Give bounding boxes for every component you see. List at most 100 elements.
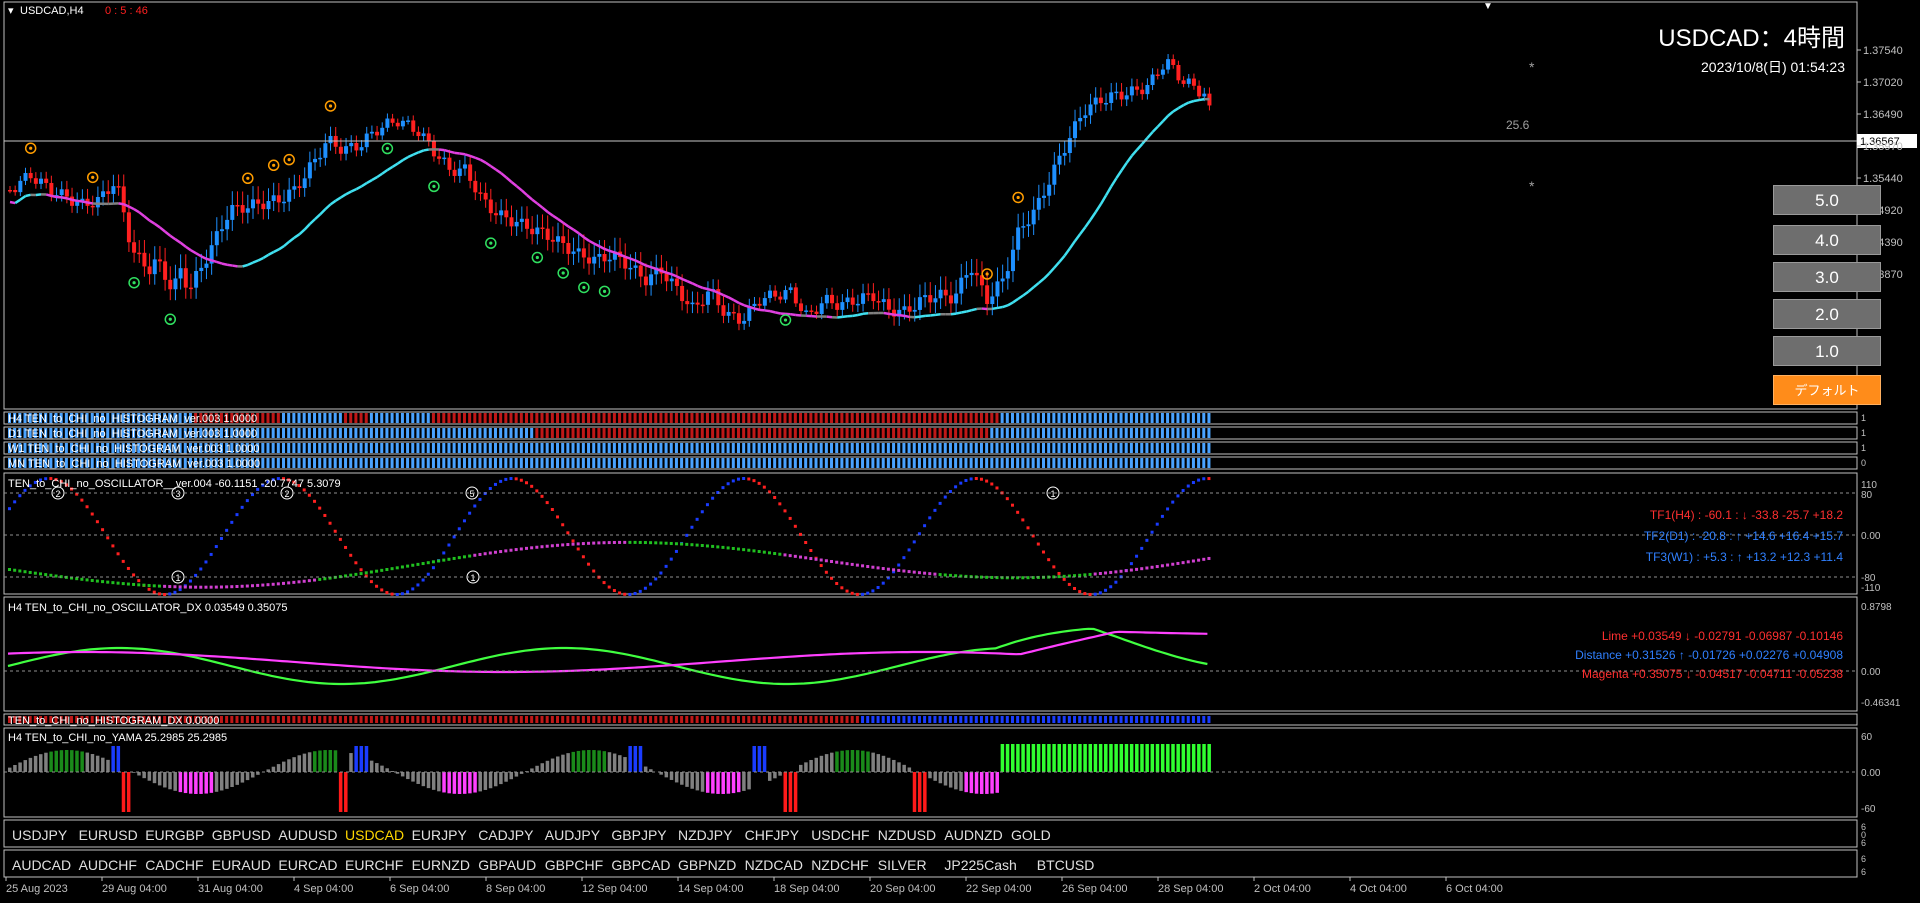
level-1-button[interactable]: 1.0 <box>1773 336 1881 366</box>
histogram-bar <box>644 458 647 468</box>
symbol-link-eurjpy[interactable]: EURJPY <box>412 827 468 843</box>
symbol-link-eurgbp[interactable]: EURGBP <box>145 827 204 843</box>
oscillator-dot <box>846 590 849 593</box>
oscillator-dot <box>520 479 523 482</box>
level-4-button[interactable]: 4.0 <box>1773 225 1881 255</box>
oscillator-dot <box>933 573 936 576</box>
yama-bar <box>29 758 33 772</box>
symbol-link-usdjpy[interactable]: USDJPY <box>12 827 68 843</box>
histogram-bar <box>458 413 461 423</box>
symbol-link-nzdcad[interactable]: NZDCAD <box>745 857 803 873</box>
histogram-dx-bar <box>1197 716 1200 723</box>
oscillator-dot <box>137 583 140 586</box>
symbol-link-audusd[interactable]: AUDUSD <box>278 827 337 843</box>
symbol-link-audjpy[interactable]: AUDJPY <box>545 827 601 843</box>
symbol-link-audnzd[interactable]: AUDNZD <box>944 827 1002 843</box>
histogram-bar <box>1099 443 1102 453</box>
histogram-dx-bar <box>406 716 409 723</box>
histogram-dx-bar <box>530 716 533 723</box>
oscillator-dot <box>344 546 347 549</box>
oscillator-dot <box>551 508 554 511</box>
symbol-link-usdcad[interactable]: USDCAD <box>345 827 404 843</box>
oscillator-dot <box>484 552 487 555</box>
symbol-link-chfjpy[interactable]: CHFJPY <box>745 827 800 843</box>
histogram-bar <box>339 413 342 423</box>
symbol-link-usdchf[interactable]: USDCHF <box>811 827 869 843</box>
level-3-button[interactable]: 3.0 <box>1773 262 1881 292</box>
symbol-link-nzdusd[interactable]: NZDUSD <box>878 827 936 843</box>
symbol-link-gbpchf[interactable]: GBPCHF <box>545 857 603 873</box>
symbol-link-audcad[interactable]: AUDCAD <box>12 857 71 873</box>
candle-body <box>556 236 560 241</box>
histogram-dx-bar <box>908 716 911 723</box>
yama-bar <box>189 772 193 794</box>
ma-segment <box>393 164 398 167</box>
symbol-link-gbpusd[interactable]: GBPUSD <box>212 827 271 843</box>
symbol-link-audchf[interactable]: AUDCHF <box>79 857 137 873</box>
histogram-bar <box>1006 443 1009 453</box>
candle-body <box>970 273 974 275</box>
histogram-bar <box>1192 428 1195 438</box>
candle-body <box>1114 92 1118 94</box>
symbol-link-gold[interactable]: GOLD <box>1011 827 1051 843</box>
yama-bar <box>1001 744 1005 772</box>
candle-body <box>1026 224 1030 226</box>
histogram-bar <box>763 458 766 468</box>
sym2-axis-a: 6 <box>1861 854 1866 864</box>
ma-segment <box>372 177 377 180</box>
symbol-link-btcusd[interactable]: BTCUSD <box>1037 857 1095 873</box>
yama-bar <box>835 752 839 772</box>
symbol-link-gbpaud[interactable]: GBPAUD <box>478 857 536 873</box>
histogram-bar <box>954 428 957 438</box>
symbol-link-cadchf[interactable]: CADCHF <box>145 857 203 873</box>
symbol-link-eurchf[interactable]: EURCHF <box>345 857 403 873</box>
symbol-link-gbpnzd[interactable]: GBPNZD <box>678 857 736 873</box>
oscillator-dot <box>329 522 332 525</box>
histogram-bar <box>318 443 321 453</box>
symbol-link-nzdchf[interactable]: NZDCHF <box>811 857 869 873</box>
histogram-bar <box>354 458 357 468</box>
yama-bar <box>282 762 286 772</box>
symbol-link-nzdjpy[interactable]: NZDJPY <box>678 827 733 843</box>
symbol-link-eurusd[interactable]: EURUSD <box>79 827 138 843</box>
moving-average-layer <box>10 99 1209 317</box>
symbol-link-euraud[interactable]: EURAUD <box>212 857 271 873</box>
symbol-link-jp225cash[interactable]: JP225Cash <box>944 857 1016 873</box>
yama-bar <box>959 772 963 791</box>
histogram-bar <box>690 458 693 468</box>
histogram-bar <box>365 443 368 453</box>
histogram-dx-bar <box>261 716 264 723</box>
window-menu-icon[interactable]: ▾ <box>8 5 14 17</box>
signal-marker-dot <box>329 104 332 107</box>
symbol-link-eurnzd[interactable]: EURNZD <box>412 857 470 873</box>
oscillator-dot <box>820 564 823 567</box>
symbol-link-gbpjpy[interactable]: GBPJPY <box>611 827 667 843</box>
yama-bar <box>572 752 576 772</box>
oscillator-dot <box>225 529 228 532</box>
yama-bar <box>908 767 912 772</box>
candle-body <box>742 321 746 324</box>
symbol-link-silver[interactable]: SILVER <box>878 857 927 873</box>
symbol-link-cadjpy[interactable]: CADJPY <box>478 827 534 843</box>
histogram-bar <box>442 458 445 468</box>
chart-shift-icon[interactable]: ▼ <box>1483 1 1493 12</box>
oscillator-dot <box>391 593 394 596</box>
histogram-bar <box>1171 428 1174 438</box>
histogram-bar <box>618 443 621 453</box>
yama-bar <box>970 772 974 793</box>
level-2-button[interactable]: 2.0 <box>1773 299 1881 329</box>
histogram-bar <box>799 443 802 453</box>
yama-bar <box>1151 744 1155 772</box>
level-5-button[interactable]: 5.0 <box>1773 185 1881 215</box>
yama-bar <box>91 754 95 772</box>
histogram-bar <box>928 413 931 423</box>
symbol-link-eurcad[interactable]: EURCAD <box>278 857 337 873</box>
symbol-link-gbpcad[interactable]: GBPCAD <box>611 857 670 873</box>
oscillator-dot <box>117 552 120 555</box>
histogram-dx-bar <box>918 716 921 723</box>
yama-bar <box>1176 744 1180 772</box>
ma-segment <box>915 317 920 318</box>
oscillator-dot <box>613 589 616 592</box>
default-button[interactable]: デフォルト <box>1773 375 1881 405</box>
